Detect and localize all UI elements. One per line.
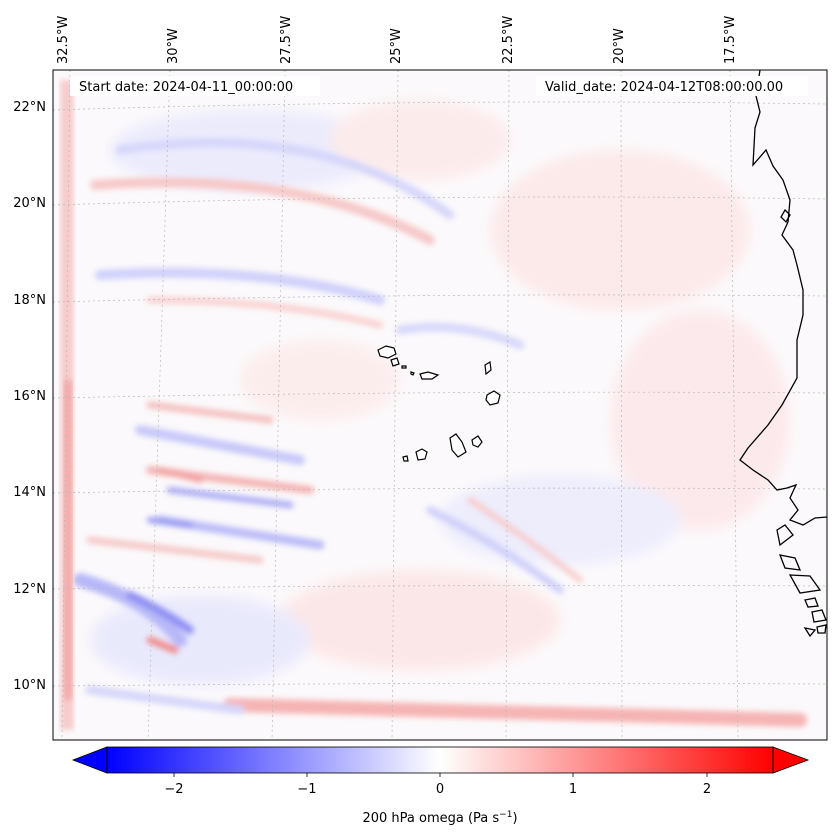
colorbar-max-extend bbox=[772, 746, 810, 774]
lon-label: 17.5°W bbox=[723, 16, 738, 64]
lat-label: 16°N bbox=[13, 389, 46, 404]
colorbar: −2 −1 0 1 2 200 hPa omega (Pa s−1) bbox=[71, 746, 810, 826]
colorbar-tick-label: 2 bbox=[703, 782, 711, 797]
colorbar-label: 200 hPa omega (Pa s−1) bbox=[362, 810, 517, 826]
lon-label: 20°W bbox=[612, 28, 627, 64]
colorbar-tick-label: 0 bbox=[436, 782, 444, 797]
lat-label: 20°N bbox=[13, 196, 46, 211]
lon-label: 22.5°W bbox=[501, 16, 516, 64]
valid-date-label: Valid_date: 2024-04-12T08:00:00.00 bbox=[545, 80, 783, 95]
lon-label: 32.5°W bbox=[56, 16, 71, 64]
colorbar-tick-label: −1 bbox=[297, 782, 316, 797]
lat-label: 12°N bbox=[13, 582, 46, 597]
graticule bbox=[52, 69, 828, 741]
cape-verde-islands bbox=[377, 345, 501, 462]
colorbar-min-extend bbox=[71, 746, 108, 774]
omega-field bbox=[60, 80, 807, 730]
colorbar-bar bbox=[106, 746, 774, 774]
date-labels: Start date: 2024-04-11_00:00:00 Valid_da… bbox=[70, 76, 808, 96]
african-coastline bbox=[739, 69, 828, 638]
lon-label: 27.5°W bbox=[279, 16, 294, 64]
start-date-label: Start date: 2024-04-11_00:00:00 bbox=[79, 80, 293, 95]
latitude-labels: 22°N 20°N 18°N 16°N 14°N 12°N 10°N bbox=[13, 100, 46, 693]
lat-label: 22°N bbox=[13, 100, 46, 115]
lat-label: 10°N bbox=[13, 678, 46, 693]
map-frame bbox=[52, 69, 828, 741]
colorbar-tick-label: −2 bbox=[164, 782, 183, 797]
longitude-labels: 32.5°W 30°W 27.5°W 25°W 22.5°W 20°W 17.5… bbox=[56, 16, 738, 64]
lon-label: 30°W bbox=[166, 28, 181, 64]
lon-label: 25°W bbox=[389, 28, 404, 64]
lat-label: 18°N bbox=[13, 293, 46, 308]
lat-label: 14°N bbox=[13, 485, 46, 500]
map-panel bbox=[52, 69, 828, 741]
colorbar-tick-label: 1 bbox=[569, 782, 577, 797]
